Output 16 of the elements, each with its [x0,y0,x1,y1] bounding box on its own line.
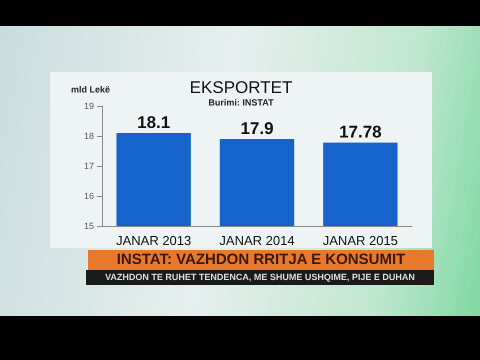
y-tick-label: 18 [84,131,94,141]
y-tick-label: 15 [84,221,94,231]
chart-title: EKSPORTET [190,78,292,97]
y-axis-title: mld Lekë [70,84,110,94]
y-tick-label: 16 [84,191,94,201]
chart-subtitle: Burimi: INSTAT [208,98,274,108]
text: INSTAT: VAZHDON RRITJA E KONSUMIT [88,250,434,270]
y-tick-label: 17 [84,161,94,171]
x-tick-label: JANAR 2015 [322,233,398,248]
text: VAZHDON TE RUHET TENDENCA, ME SHUME USHQIME, PIJE E DUHAN [86,270,434,285]
x-tick-label: JANAR 2014 [219,233,295,248]
y-tick-label: 19 [84,101,94,111]
data-label: 17.78 [339,122,382,142]
data-label: 18.1 [137,113,170,132]
x-tick-label: JANAR 2013 [116,233,192,248]
data-label: 17.9 [240,119,274,138]
